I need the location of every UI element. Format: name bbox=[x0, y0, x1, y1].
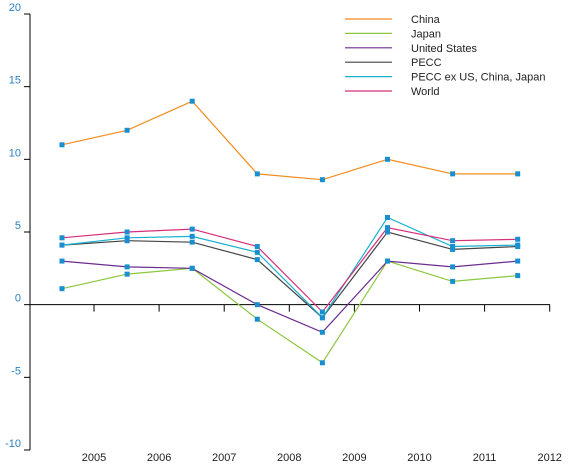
data-point-marker bbox=[124, 264, 130, 270]
y-tick-label: 5 bbox=[15, 220, 21, 232]
series-line-united-states bbox=[61, 260, 518, 334]
data-point-marker bbox=[385, 225, 390, 231]
legend-label: PECC bbox=[411, 57, 442, 69]
x-tick-label: 2010 bbox=[407, 452, 431, 464]
x-tick-label: 2012 bbox=[537, 452, 561, 464]
x-tick-label: 2006 bbox=[147, 452, 171, 464]
data-point-marker bbox=[59, 286, 65, 292]
y-tick-label: 20 bbox=[9, 2, 21, 14]
legend-label: World bbox=[411, 86, 440, 98]
x-tick-label: 2009 bbox=[342, 452, 366, 464]
data-point-marker bbox=[515, 258, 521, 264]
data-point-marker bbox=[124, 229, 130, 235]
series-line-pecc-ex-us-china-japan bbox=[61, 216, 518, 319]
data-point-marker bbox=[319, 360, 325, 366]
data-point-marker bbox=[319, 315, 325, 321]
series-line-pecc bbox=[61, 231, 518, 319]
data-point-marker bbox=[254, 171, 260, 177]
data-point-marker bbox=[515, 273, 521, 279]
data-markers bbox=[59, 98, 521, 366]
data-point-marker bbox=[254, 302, 260, 308]
legend-label: United States bbox=[411, 43, 478, 55]
data-point-marker bbox=[124, 235, 130, 241]
series-line-china bbox=[61, 100, 518, 181]
data-point-marker bbox=[189, 98, 195, 104]
y-tick-label: -10 bbox=[5, 438, 21, 450]
data-point-marker bbox=[254, 249, 260, 255]
y-tick-label: -5 bbox=[11, 365, 21, 377]
legend-label: Japan bbox=[411, 28, 441, 40]
data-point-marker bbox=[189, 265, 195, 271]
data-point-marker bbox=[59, 258, 65, 264]
data-point-marker bbox=[385, 258, 390, 264]
data-point-marker bbox=[254, 244, 260, 250]
data-point-marker bbox=[319, 309, 325, 315]
data-point-marker bbox=[450, 238, 456, 244]
data-point-marker bbox=[450, 246, 456, 252]
series-lines bbox=[61, 100, 518, 364]
legend-label: China bbox=[411, 14, 441, 26]
data-point-marker bbox=[319, 177, 325, 183]
series-line-japan bbox=[61, 260, 518, 364]
data-point-marker bbox=[450, 171, 456, 177]
data-point-marker bbox=[59, 242, 65, 248]
data-point-marker bbox=[254, 257, 260, 263]
y-tick-label: 10 bbox=[9, 147, 21, 159]
y-tick-label: 15 bbox=[9, 75, 21, 87]
data-point-marker bbox=[385, 156, 390, 162]
data-point-marker bbox=[124, 238, 130, 244]
data-point-marker bbox=[515, 236, 521, 242]
legend: China Japan United States PECC PECC ex US, C… bbox=[345, 14, 546, 98]
data-point-marker bbox=[59, 142, 65, 148]
axes: 20 15 10 5 0 -5 -10 2005 2006 2007 2008 2009 2010 201… bbox=[5, 2, 562, 464]
data-point-marker bbox=[385, 229, 390, 235]
data-point-marker bbox=[59, 235, 65, 241]
data-point-marker bbox=[254, 316, 260, 322]
data-point-marker bbox=[515, 242, 521, 248]
data-point-marker bbox=[450, 244, 456, 250]
legend-label: PECC ex US, China, Japan bbox=[411, 72, 546, 84]
series-line-world bbox=[61, 226, 518, 313]
data-point-marker bbox=[189, 239, 195, 245]
y-tick-label: 0 bbox=[15, 293, 21, 305]
data-point-marker bbox=[515, 171, 521, 177]
data-point-marker bbox=[189, 226, 195, 232]
data-point-marker bbox=[385, 214, 390, 220]
data-point-marker bbox=[450, 278, 456, 284]
data-point-marker bbox=[124, 271, 130, 277]
data-point-marker bbox=[319, 329, 325, 335]
data-point-marker bbox=[450, 264, 456, 270]
x-tick-label: 2005 bbox=[82, 452, 106, 464]
x-tick-label: 2011 bbox=[473, 452, 497, 464]
data-point-marker bbox=[189, 233, 195, 239]
x-tick-label: 2008 bbox=[277, 452, 301, 464]
data-point-marker bbox=[124, 127, 130, 133]
x-tick-label: 2007 bbox=[212, 452, 236, 464]
